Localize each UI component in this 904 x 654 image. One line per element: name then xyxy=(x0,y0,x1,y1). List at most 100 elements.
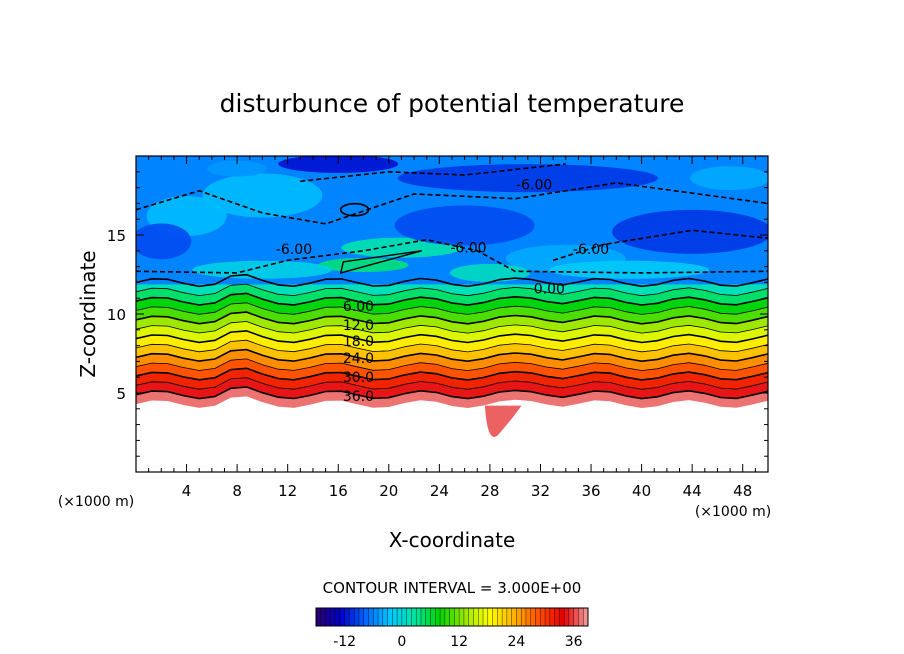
colorbar-tick-label: 24 xyxy=(508,634,526,650)
colorbar-cell xyxy=(535,608,541,626)
field-blob xyxy=(394,205,535,246)
colorbar-cell xyxy=(325,608,331,626)
colorbar-cell xyxy=(516,608,522,626)
color-band xyxy=(136,377,768,399)
colorbar-cell xyxy=(444,608,451,626)
colorbar-cell xyxy=(521,608,527,626)
colorbar-cell xyxy=(502,608,508,626)
contour-line xyxy=(136,311,768,325)
negative-contour xyxy=(300,163,566,183)
colorbar-cell xyxy=(454,608,460,626)
contour-label: 36.0 xyxy=(343,389,374,405)
colorbar-cell xyxy=(416,608,422,626)
colorbar-cell xyxy=(549,608,555,626)
color-band xyxy=(136,321,768,343)
colorbar-cell xyxy=(373,608,379,626)
negative-contour xyxy=(552,229,768,262)
contour-line xyxy=(136,273,768,288)
colorbar-cell xyxy=(335,608,341,626)
colorbar-cell xyxy=(506,608,513,626)
x-unit-left: (×1000 m) xyxy=(58,494,134,510)
contour-label: -6.00 xyxy=(573,242,609,258)
colorbar-cell xyxy=(392,608,398,626)
x-tick-label: 48 xyxy=(733,482,752,500)
y-tick-label: 15 xyxy=(107,227,126,245)
anomaly-patch xyxy=(484,405,522,438)
x-tick-label: 40 xyxy=(632,482,651,500)
chart-title: disturbunce of potential temperature xyxy=(220,89,685,118)
colorbar-cell xyxy=(425,608,431,626)
colorbar-cell xyxy=(559,608,565,626)
closed-contour xyxy=(339,202,370,217)
closed-contour xyxy=(339,250,422,274)
colorbar-cell xyxy=(406,608,412,626)
colorbar: -12 0 12 24 36 xyxy=(315,607,589,650)
contour-labels: -6.00 -6.00 -6.00 -6.00 0.00 6.00 12.018.024.0… xyxy=(276,177,609,405)
color-band xyxy=(136,284,768,306)
x-tick-label: 36 xyxy=(581,482,600,500)
field-blob xyxy=(690,166,768,191)
colorbar-tick-label: 36 xyxy=(565,634,583,650)
contour-line xyxy=(136,292,768,306)
colorbar-cell xyxy=(349,608,355,626)
contour-label: 18.0 xyxy=(343,334,374,350)
x-axis-label: X-coordinate xyxy=(389,528,516,552)
colorbar-cell xyxy=(487,608,493,626)
colorbar-cell xyxy=(478,608,484,626)
colorbar-cell xyxy=(440,608,446,626)
colorbar-frame xyxy=(315,607,589,627)
colorbar-cell xyxy=(573,608,579,626)
colorbar-cell xyxy=(420,608,427,626)
x-tick-label: 8 xyxy=(232,482,242,500)
colorbar-cell xyxy=(339,608,346,626)
colorbar-cell xyxy=(568,608,575,626)
plot-area xyxy=(136,156,768,472)
colorbar-cell xyxy=(578,608,584,626)
contour-line xyxy=(136,377,768,390)
colorbar-cell xyxy=(530,608,536,626)
colorbar-cell xyxy=(320,608,326,626)
field-blob xyxy=(202,173,323,218)
colorbar-tick-label: 12 xyxy=(450,634,468,650)
y-axis-label: Z-coordinate xyxy=(76,250,100,377)
colorbar-cell xyxy=(554,608,560,626)
colorbar-cell xyxy=(358,608,365,626)
color-band xyxy=(136,302,768,324)
colorbar-cell xyxy=(583,608,589,626)
contour-label: 6.00 xyxy=(343,299,374,315)
negative-contour xyxy=(136,238,768,274)
colorbar-cell xyxy=(473,608,479,626)
x-tick-label: 24 xyxy=(430,482,449,500)
colorbar-cell xyxy=(449,608,455,626)
contour-line xyxy=(136,358,768,372)
x-tick-label: 20 xyxy=(379,482,398,500)
colorbar-cell xyxy=(468,608,474,626)
contour-label: 24.0 xyxy=(343,351,374,367)
x-tick-label: 32 xyxy=(531,482,550,500)
colorbar-cell xyxy=(483,608,489,626)
contour-label: -6.00 xyxy=(276,242,312,258)
colorbar-cell xyxy=(411,608,417,626)
colorbar-tick-label: -12 xyxy=(333,634,356,650)
contour-line xyxy=(136,348,768,363)
contour-lines xyxy=(136,163,768,400)
colorbar-cell xyxy=(435,608,441,626)
colorbar-cell xyxy=(459,608,465,626)
colorbar-cell xyxy=(368,608,374,626)
colorbar-cell xyxy=(430,608,436,626)
field-blob xyxy=(449,263,530,282)
contour-label: 12.0 xyxy=(343,318,374,334)
contour-line xyxy=(136,283,768,297)
field-blob xyxy=(548,260,709,279)
x-tick-label: 44 xyxy=(683,482,702,500)
colorbar-cell xyxy=(387,608,393,626)
contour-line xyxy=(136,321,768,334)
colorbar-cell xyxy=(354,608,360,626)
colorbar-cell xyxy=(492,608,498,626)
field-blob xyxy=(207,160,268,177)
colorbar-cell xyxy=(316,608,322,626)
contour-label: 30.0 xyxy=(343,370,374,386)
colorbar-tick-label: 0 xyxy=(397,634,406,650)
